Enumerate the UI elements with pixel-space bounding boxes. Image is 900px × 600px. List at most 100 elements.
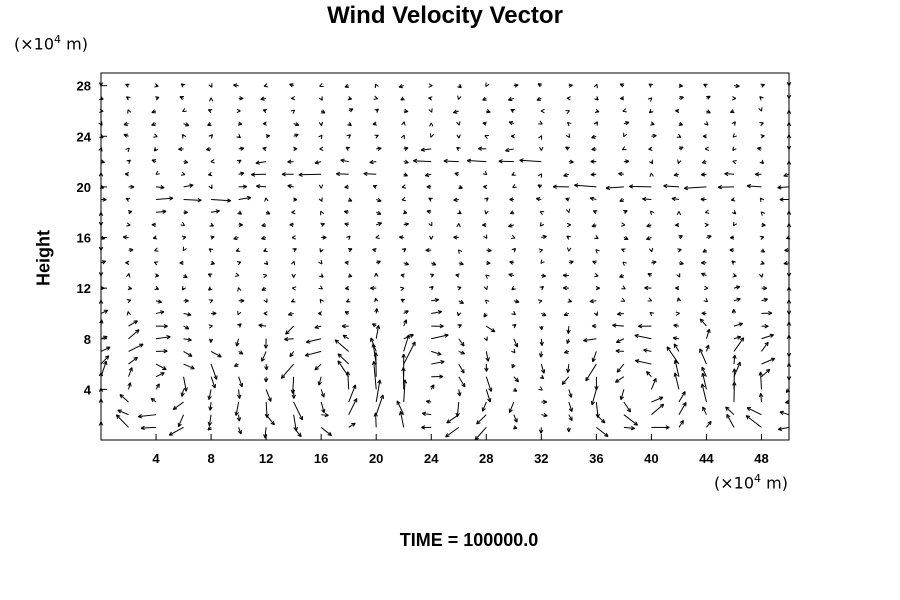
wind-vector-arrow bbox=[648, 108, 654, 114]
wind-vector-arrow bbox=[458, 299, 464, 304]
wind-vector-arrow bbox=[345, 146, 351, 151]
wind-vector-arrow bbox=[566, 364, 571, 373]
wind-vector-arrow bbox=[420, 147, 432, 152]
wind-vector-arrow bbox=[372, 247, 377, 253]
x-tick-label: 12 bbox=[259, 451, 273, 466]
wind-vector-arrow bbox=[429, 273, 435, 278]
wind-vector-arrow bbox=[317, 376, 322, 386]
wind-vector-arrow bbox=[678, 402, 687, 415]
wind-vector-arrow bbox=[725, 406, 735, 416]
wind-vector-arrow bbox=[646, 371, 652, 378]
wind-vector-arrow bbox=[401, 353, 406, 377]
wind-vector-arrow bbox=[403, 146, 409, 151]
wind-vector-arrow bbox=[622, 261, 627, 266]
wind-vector-arrow bbox=[320, 401, 326, 414]
y-tick-label: 20 bbox=[77, 180, 91, 195]
wind-vector-arrow bbox=[347, 197, 353, 202]
wind-vector-arrow bbox=[591, 323, 597, 329]
wind-vector-arrow bbox=[431, 261, 437, 266]
wind-vector-arrow bbox=[154, 83, 159, 88]
wind-vector-arrow bbox=[238, 350, 244, 355]
wind-vector-arrow bbox=[759, 121, 764, 127]
wind-vector-arrow bbox=[403, 310, 409, 315]
wind-vector-arrow bbox=[731, 209, 737, 215]
wind-vector-arrow bbox=[702, 406, 707, 415]
wind-vector-arrow bbox=[443, 158, 459, 164]
wind-vector-arrow bbox=[320, 210, 325, 216]
wind-vector-arrow bbox=[98, 121, 103, 126]
wind-vector-arrow bbox=[127, 109, 132, 114]
wind-vector-arrow bbox=[568, 83, 573, 88]
wind-vector-arrow bbox=[343, 209, 349, 215]
wind-vector-arrow bbox=[180, 171, 186, 176]
wind-vector-arrow bbox=[182, 107, 187, 112]
wind-vector-arrow bbox=[401, 184, 407, 189]
wind-vector-arrow bbox=[320, 222, 325, 227]
wind-vector-arrow bbox=[126, 222, 131, 227]
y-tick-label: 28 bbox=[77, 79, 91, 94]
wind-vector-arrow bbox=[702, 134, 707, 139]
wind-vector-arrow bbox=[376, 210, 382, 215]
wind-vector-arrow bbox=[758, 392, 764, 403]
wind-vector-arrow bbox=[649, 311, 655, 317]
wind-vector-arrow bbox=[643, 348, 652, 353]
wind-vector-arrow bbox=[539, 325, 544, 331]
wind-vector-arrow bbox=[401, 248, 407, 253]
wind-vector-arrow bbox=[100, 260, 107, 265]
wind-vector-arrow bbox=[651, 396, 664, 403]
wind-vector-arrow bbox=[319, 298, 324, 304]
wind-vector-arrow bbox=[376, 198, 382, 203]
wind-vector-arrow bbox=[538, 135, 543, 140]
wind-vector-arrow bbox=[211, 311, 217, 316]
wind-vector-arrow bbox=[675, 222, 680, 228]
wind-vector-arrow bbox=[537, 299, 543, 304]
wind-vector-arrow bbox=[265, 210, 271, 215]
wind-vector-arrow bbox=[210, 159, 215, 164]
y-tick-label: 4 bbox=[84, 382, 92, 397]
wind-vector-arrow bbox=[732, 160, 737, 165]
wind-vector-arrow bbox=[623, 236, 629, 241]
wind-vector-arrow bbox=[372, 184, 378, 189]
wind-vector-arrow bbox=[476, 414, 487, 425]
wind-vector-arrow bbox=[290, 260, 296, 266]
wind-vector-arrow bbox=[612, 323, 624, 328]
wind-vector-arrow bbox=[314, 363, 322, 371]
wind-vector-arrow bbox=[431, 323, 444, 329]
wind-vector-arrow bbox=[595, 401, 600, 418]
wind-vector-arrow bbox=[284, 336, 294, 342]
wind-vector-arrow bbox=[616, 363, 625, 373]
wind-vector-arrow bbox=[262, 273, 268, 279]
wind-vector-arrow bbox=[482, 222, 487, 228]
wind-vector-arrow bbox=[565, 110, 570, 115]
wind-vector-arrow bbox=[320, 426, 332, 437]
y-unit-suffix: m) bbox=[61, 34, 88, 54]
wind-vector-arrow bbox=[673, 343, 680, 352]
wind-vector-arrow bbox=[784, 248, 790, 253]
wind-vector-arrow bbox=[289, 222, 294, 228]
wind-vector-arrow bbox=[733, 322, 744, 327]
wind-vector-arrow bbox=[431, 297, 440, 303]
wind-vector-arrow bbox=[210, 376, 217, 389]
wind-vector-arrow bbox=[208, 401, 213, 411]
wind-vector-arrow bbox=[431, 350, 442, 356]
wind-vector-arrow bbox=[552, 184, 569, 189]
wind-vector-arrow bbox=[779, 197, 790, 202]
wind-vector-arrow bbox=[320, 109, 326, 114]
wind-vector-arrow bbox=[428, 197, 433, 202]
wind-vector-arrow bbox=[237, 210, 242, 215]
wind-vector-arrow bbox=[431, 333, 449, 340]
wind-vector-arrow bbox=[429, 235, 434, 240]
wind-vector-arrow bbox=[115, 414, 129, 428]
wind-vector-arrow bbox=[541, 413, 548, 418]
wind-vector-arrow bbox=[538, 173, 543, 178]
wind-vector-arrow bbox=[413, 158, 432, 164]
wind-vector-arrow bbox=[396, 400, 405, 415]
wind-vector-arrow bbox=[153, 261, 159, 266]
wind-vector-arrow bbox=[183, 210, 188, 215]
wind-vector-arrow bbox=[152, 235, 158, 240]
wind-vector-arrow bbox=[484, 134, 489, 139]
wind-vector-arrow bbox=[620, 297, 626, 302]
wind-vector-arrow bbox=[458, 185, 463, 190]
wind-vector-arrow bbox=[236, 261, 242, 266]
wind-vector-arrow bbox=[126, 273, 131, 278]
